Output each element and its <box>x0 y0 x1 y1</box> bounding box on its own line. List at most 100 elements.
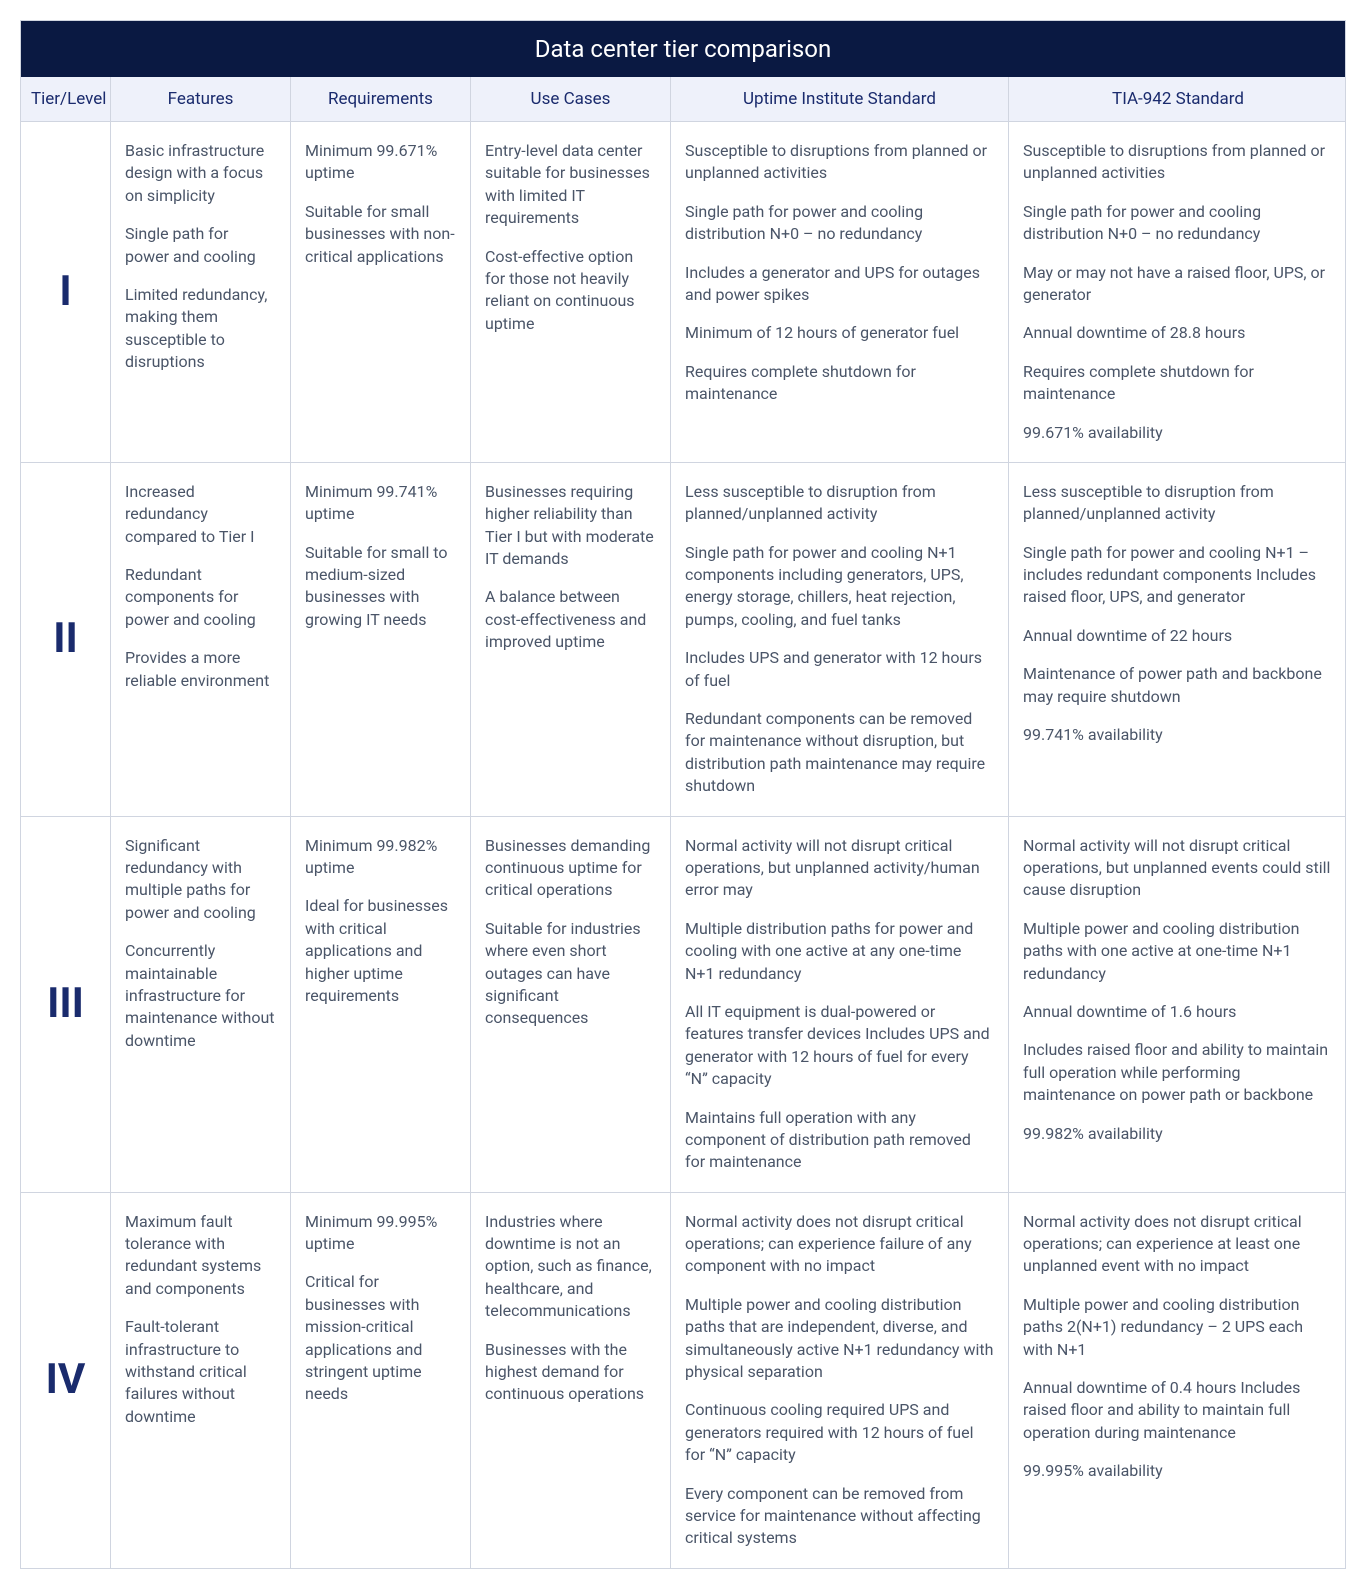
cell-paragraph: Multiple power and cooling distribution … <box>1023 918 1333 985</box>
tier-label: I <box>59 263 71 322</box>
cell-paragraph: Annual downtime of 28.8 hours <box>1023 322 1333 344</box>
cell-paragraph: Includes raised floor and ability to mai… <box>1023 1039 1333 1106</box>
tier-cell: III <box>21 817 111 1192</box>
cell-paragraph: Businesses demanding continuous uptime f… <box>485 835 656 902</box>
uptime-cell: Normal activity will not disrupt critica… <box>671 817 1009 1192</box>
cell-paragraph: Less susceptible to disruption from plan… <box>1023 481 1333 526</box>
cell-paragraph: Requires complete shutdown for maintenan… <box>685 361 994 406</box>
cell-paragraph: 99.671% availability <box>1023 422 1333 444</box>
cell-paragraph: Businesses with the highest demand for c… <box>485 1339 656 1406</box>
cell-paragraph: Multiple power and cooling distribution … <box>1023 1294 1333 1361</box>
tier-label: IV <box>46 1351 86 1410</box>
cell-paragraph: 99.982% availability <box>1023 1123 1333 1145</box>
cell-paragraph: 99.741% availability <box>1023 724 1333 746</box>
cell-paragraph: Normal activity will not disrupt critica… <box>1023 835 1333 902</box>
cell-paragraph: A balance between cost-effectiveness and… <box>485 586 656 653</box>
tia-cell: Less susceptible to disruption from plan… <box>1009 463 1347 816</box>
cell-paragraph: Minimum of 12 hours of generator fuel <box>685 322 994 344</box>
cell-paragraph: Minimum 99.982% uptime <box>305 835 456 880</box>
cell-paragraph: Annual downtime of 0.4 hours Includes ra… <box>1023 1377 1333 1444</box>
cell-paragraph: Every component can be removed from serv… <box>685 1483 994 1550</box>
col-header-requirements: Requirements <box>291 77 471 121</box>
cell-paragraph: Minimum 99.995% uptime <box>305 1211 456 1256</box>
cell-paragraph: Annual downtime of 22 hours <box>1023 625 1333 647</box>
cell-paragraph: Single path for power and cooling <box>125 223 276 268</box>
cell-paragraph: Industries where downtime is not an opti… <box>485 1211 656 1323</box>
cell-paragraph: Maintains full operation with any compon… <box>685 1107 994 1174</box>
cell-paragraph: Minimum 99.741% uptime <box>305 481 456 526</box>
cell-paragraph: Critical for businesses with mission-cri… <box>305 1271 456 1405</box>
cell-paragraph: Requires complete shutdown for maintenan… <box>1023 361 1333 406</box>
uptime-cell: Normal activity does not disrupt critica… <box>671 1193 1009 1568</box>
table-row: III Significant redundancy with multiple … <box>21 817 1345 1193</box>
tia-cell: Normal activity will not disrupt critica… <box>1009 817 1347 1192</box>
cell-paragraph: Normal activity will not disrupt critica… <box>685 835 994 902</box>
cell-paragraph: Single path for power and cooling N+1 – … <box>1023 542 1333 609</box>
cell-paragraph: 99.995% availability <box>1023 1460 1333 1482</box>
cell-paragraph: Concurrently maintainable infrastructure… <box>125 940 276 1052</box>
cell-paragraph: Includes a generator and UPS for outages… <box>685 262 994 307</box>
tier-label: II <box>53 610 78 669</box>
usecases-cell: Entry-level data center suitable for bus… <box>471 122 671 462</box>
col-header-uptime: Uptime Institute Standard <box>671 77 1009 121</box>
table-row: II Increased redundancy compared to Tier … <box>21 463 1345 817</box>
cell-paragraph: Businesses requiring higher reliability … <box>485 481 656 571</box>
features-cell: Basic infrastructure design with a focus… <box>111 122 291 462</box>
usecases-cell: Businesses demanding continuous uptime f… <box>471 817 671 1192</box>
cell-paragraph: Single path for power and cooling distri… <box>685 201 994 246</box>
cell-paragraph: Suitable for small to medium-sized busin… <box>305 542 456 632</box>
cell-paragraph: Suitable for industries where even short… <box>485 918 656 1030</box>
usecases-cell: Businesses requiring higher reliability … <box>471 463 671 816</box>
tier-label: III <box>47 975 84 1034</box>
cell-paragraph: Includes UPS and generator with 12 hours… <box>685 647 994 692</box>
tia-cell: Susceptible to disruptions from planned … <box>1009 122 1347 462</box>
cell-paragraph: Multiple power and cooling distribution … <box>685 1294 994 1384</box>
requirements-cell: Minimum 99.671% uptime Suitable for small… <box>291 122 471 462</box>
features-cell: Maximum fault tolerance with redundant s… <box>111 1193 291 1568</box>
requirements-cell: Minimum 99.982% uptime Ideal for business… <box>291 817 471 1192</box>
table-header-row: Tier/Level Features Requirements Use Cas… <box>21 77 1345 122</box>
uptime-cell: Susceptible to disruptions from planned … <box>671 122 1009 462</box>
cell-paragraph: May or may not have a raised floor, UPS,… <box>1023 262 1333 307</box>
cell-paragraph: Minimum 99.671% uptime <box>305 140 456 185</box>
requirements-cell: Minimum 99.741% uptime Suitable for small… <box>291 463 471 816</box>
cell-paragraph: Single path for power and cooling distri… <box>1023 201 1333 246</box>
table-row: I Basic infrastructure design with a focu… <box>21 122 1345 463</box>
table-row: IV Maximum fault tolerance with redundant… <box>21 1193 1345 1568</box>
cell-paragraph: Provides a more reliable environment <box>125 647 276 692</box>
requirements-cell: Minimum 99.995% uptime Critical for busin… <box>291 1193 471 1568</box>
comparison-table: Data center tier comparison Tier/Level F… <box>20 20 1346 1569</box>
cell-paragraph: Significant redundancy with multiple pat… <box>125 835 276 925</box>
cell-paragraph: Redundant components for power and cooli… <box>125 564 276 631</box>
tier-cell: II <box>21 463 111 816</box>
features-cell: Increased redundancy compared to Tier I R… <box>111 463 291 816</box>
cell-paragraph: Entry-level data center suitable for bus… <box>485 140 656 230</box>
col-header-usecases: Use Cases <box>471 77 671 121</box>
cell-paragraph: Susceptible to disruptions from planned … <box>685 140 994 185</box>
col-header-features: Features <box>111 77 291 121</box>
cell-paragraph: Cost-effective option for those not heav… <box>485 246 656 336</box>
cell-paragraph: Limited redundancy, making them suscepti… <box>125 284 276 374</box>
table-body: I Basic infrastructure design with a focu… <box>21 122 1345 1568</box>
cell-paragraph: Basic infrastructure design with a focus… <box>125 140 276 207</box>
cell-paragraph: Less susceptible to disruption from plan… <box>685 481 994 526</box>
cell-paragraph: Normal activity does not disrupt critica… <box>1023 1211 1333 1278</box>
usecases-cell: Industries where downtime is not an opti… <box>471 1193 671 1568</box>
cell-paragraph: Increased redundancy compared to Tier I <box>125 481 276 548</box>
col-header-tier: Tier/Level <box>21 77 111 121</box>
cell-paragraph: All IT equipment is dual-powered or feat… <box>685 1001 994 1091</box>
cell-paragraph: Susceptible to disruptions from planned … <box>1023 140 1333 185</box>
cell-paragraph: Single path for power and cooling N+1 co… <box>685 542 994 632</box>
cell-paragraph: Fault-tolerant infrastructure to withsta… <box>125 1316 276 1428</box>
cell-paragraph: Suitable for small businesses with non-c… <box>305 201 456 268</box>
features-cell: Significant redundancy with multiple pat… <box>111 817 291 1192</box>
tia-cell: Normal activity does not disrupt critica… <box>1009 1193 1347 1568</box>
cell-paragraph: Ideal for businesses with critical appli… <box>305 895 456 1007</box>
cell-paragraph: Maximum fault tolerance with redundant s… <box>125 1211 276 1301</box>
col-header-tia: TIA-942 Standard <box>1009 77 1347 121</box>
cell-paragraph: Normal activity does not disrupt critica… <box>685 1211 994 1278</box>
cell-paragraph: Redundant components can be removed for … <box>685 708 994 798</box>
cell-paragraph: Annual downtime of 1.6 hours <box>1023 1001 1333 1023</box>
cell-paragraph: Continuous cooling required UPS and gene… <box>685 1399 994 1466</box>
tier-cell: IV <box>21 1193 111 1568</box>
